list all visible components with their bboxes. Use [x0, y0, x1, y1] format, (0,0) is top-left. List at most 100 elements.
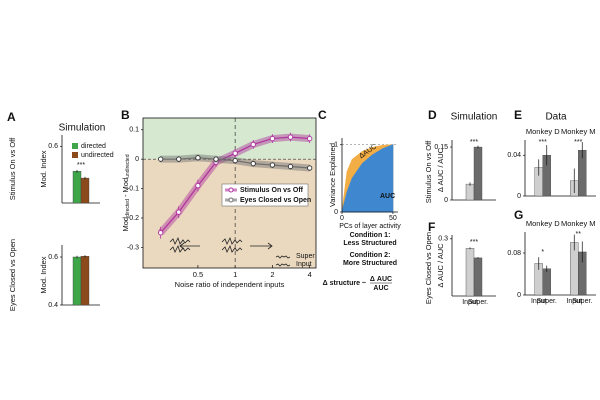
significance: *** — [470, 239, 478, 246]
y-tick-label: 0 — [135, 156, 139, 163]
bar-label: Input — [462, 299, 478, 306]
y-tick-label: 1 — [334, 142, 338, 149]
point — [307, 165, 313, 171]
panel-letter: G — [514, 208, 523, 222]
point — [287, 134, 294, 140]
positive-region — [143, 118, 316, 160]
category-label: Monkey M — [561, 127, 596, 136]
bar — [465, 248, 475, 297]
arrow-right — [250, 242, 273, 250]
y-axis-label: Variance Explained — [328, 143, 337, 207]
area — [341, 144, 394, 213]
y-tick-label: -0.2 — [127, 215, 139, 222]
negative-region — [143, 159, 316, 268]
legend-label: Stimulus On vs Off — [240, 187, 304, 194]
legend-label: directed — [81, 143, 106, 150]
legend-label: Condition 1: — [350, 232, 391, 239]
row-label: Eyes Closed vs Open — [424, 232, 433, 304]
bar — [80, 256, 90, 306]
legend-label: Condition 2: — [350, 252, 391, 259]
point — [287, 163, 294, 170]
panel-letter: F — [428, 220, 435, 234]
y-tick-label: -0.3 — [127, 244, 139, 251]
panel-letter: A — [7, 110, 16, 124]
y-axis-label-part: undirected — [125, 154, 131, 178]
y-tick-label: -0.1 — [127, 185, 139, 192]
category-label: Monkey D — [526, 219, 560, 228]
y-axis-label: Δ AUC / AUC — [436, 147, 445, 192]
row-label: Stimulus On vs Off — [424, 140, 433, 203]
point — [250, 141, 256, 148]
x-tick-label: 0 — [340, 215, 344, 222]
point — [307, 135, 313, 142]
plot-frame — [142, 117, 317, 269]
panel-title: Simulation — [451, 112, 498, 123]
x-axis-label: Noise ratio of independent inputs — [175, 280, 285, 289]
bar — [465, 183, 475, 201]
point — [232, 150, 238, 156]
point — [176, 156, 182, 162]
y-axis-label: Moddirected - Modundirected — [121, 154, 131, 231]
legend-sublabel: More Structured — [343, 260, 397, 267]
point — [176, 209, 182, 215]
legend-sublabel: Less Structured — [343, 240, 396, 247]
y-axis-label: Mod. Index — [39, 150, 48, 187]
formula-den: AUC — [373, 285, 388, 292]
point — [269, 135, 276, 142]
point — [269, 162, 276, 168]
trace-mid — [221, 236, 243, 253]
decor-arrows — [169, 236, 291, 267]
y-tick-label: 0 — [517, 292, 521, 299]
category-label: Monkey D — [526, 127, 560, 136]
x-tick-label: 0.5 — [193, 270, 203, 279]
panel-letter: E — [514, 108, 522, 122]
legend-label: Eyes Closed vs Open — [240, 197, 311, 204]
panel-title: Simulation — [59, 123, 106, 134]
x-tick-label: 1 — [233, 270, 237, 279]
trace-low — [169, 236, 191, 253]
y-tick-label: 0 — [517, 193, 521, 200]
significance: ** — [576, 231, 582, 238]
legend-label: undirected — [81, 152, 114, 159]
point — [195, 182, 201, 189]
area-annotation: AUC — [380, 193, 395, 200]
y-tick-label: 0.04 — [507, 152, 521, 159]
bar — [473, 257, 483, 297]
y-axis-label-part: directed — [125, 199, 131, 217]
y-axis-label-part: - Mod — [121, 178, 130, 199]
bar-label: Input — [531, 298, 547, 305]
bar-label: Super. — [537, 298, 557, 305]
point — [232, 157, 238, 164]
bar — [80, 177, 90, 204]
x-tick-label: 2 — [270, 270, 274, 279]
y-tick-label: 0.6 — [48, 254, 58, 261]
y-tick-label: 0.6 — [48, 143, 58, 150]
panel-letter: D — [428, 108, 437, 122]
significance: *** — [539, 139, 547, 146]
panel-title: Data — [545, 112, 567, 123]
y-axis-label-part: Mod — [121, 217, 130, 232]
legend-swatch — [72, 143, 78, 149]
significance: *** — [77, 162, 85, 169]
y-axis-label: Mod. Index — [39, 256, 48, 293]
trace-high — [275, 255, 291, 267]
panel-letter: B — [121, 108, 130, 122]
bar — [72, 256, 82, 306]
y-tick-label: 0 — [334, 209, 338, 216]
y-axis-label: Δ AUC / AUC — [436, 243, 445, 288]
legend-marker — [228, 197, 234, 203]
point — [213, 156, 219, 162]
bar-label: Input — [566, 298, 582, 305]
bar-label: Super. — [468, 299, 488, 306]
row-label: Eyes Closed vs Open — [8, 239, 17, 311]
y-tick-label: 0.15 — [434, 144, 448, 151]
y-tick-label: 0.08 — [507, 250, 521, 257]
point — [195, 155, 201, 161]
significance: *** — [470, 139, 478, 146]
y-tick-label: 0.1 — [129, 127, 139, 134]
legend-marker — [228, 187, 234, 193]
point — [250, 160, 256, 167]
point — [158, 230, 164, 236]
x-tick-label: 4 — [308, 270, 312, 279]
